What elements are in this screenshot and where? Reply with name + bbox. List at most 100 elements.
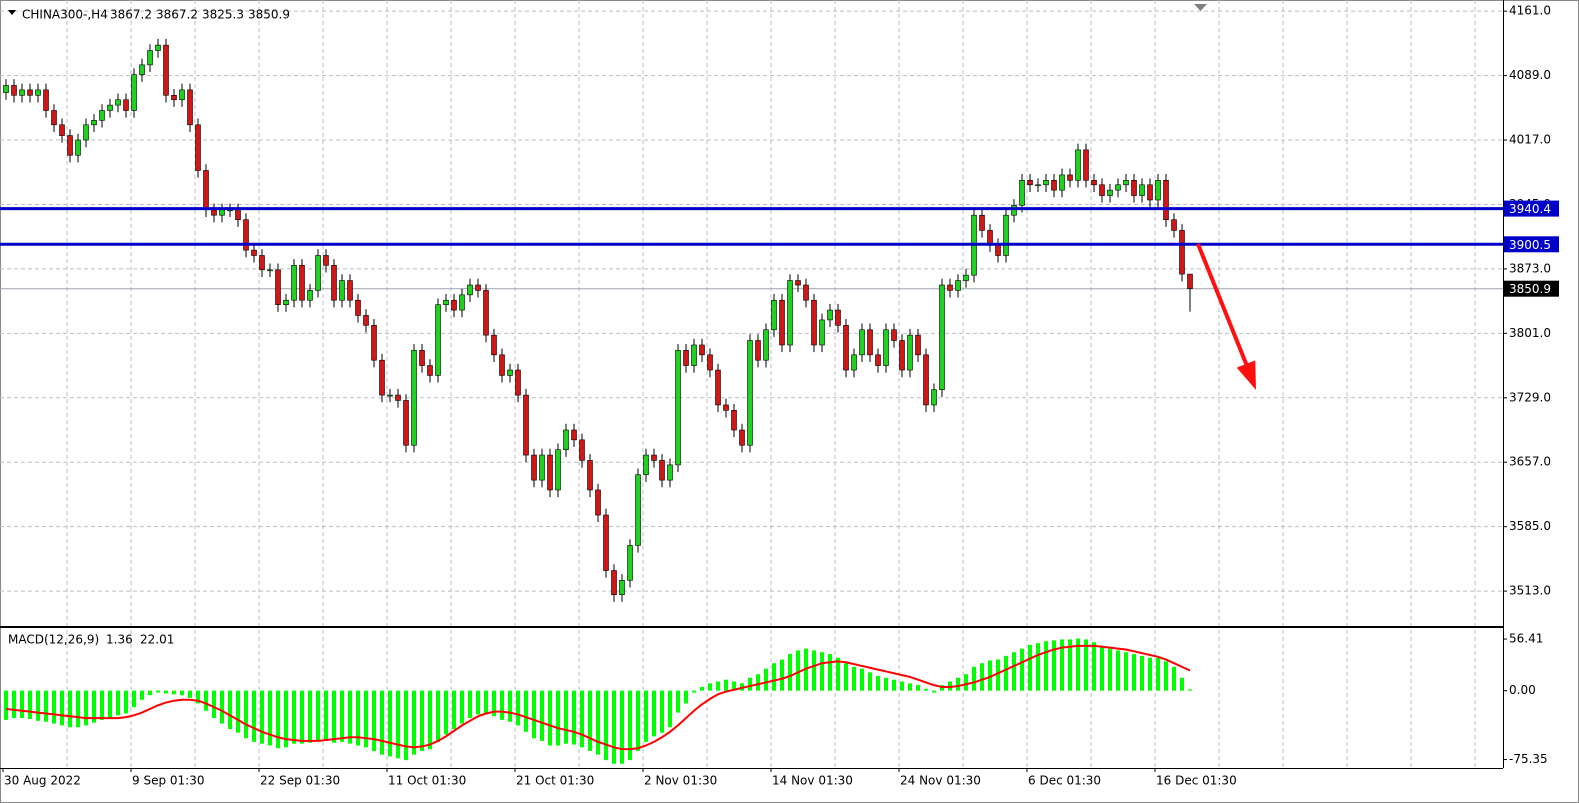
macd-bar bbox=[412, 690, 416, 755]
macd-bar bbox=[236, 690, 240, 733]
candle-body bbox=[1147, 184, 1153, 201]
macd-bar bbox=[100, 690, 104, 720]
candle-body bbox=[115, 99, 121, 106]
candle-body bbox=[995, 244, 1001, 256]
macd-bar bbox=[724, 679, 728, 691]
candle-body bbox=[203, 170, 209, 211]
macd-bar bbox=[716, 681, 720, 691]
candle-body bbox=[291, 265, 297, 301]
candle-body bbox=[595, 489, 601, 516]
candle-body bbox=[667, 464, 673, 481]
candle-body bbox=[283, 299, 289, 306]
macd-bar bbox=[812, 650, 816, 691]
macd-bar bbox=[1132, 654, 1136, 691]
macd-bar bbox=[1148, 657, 1152, 691]
candle-body bbox=[147, 50, 153, 66]
candle-body bbox=[195, 124, 201, 171]
candle-body bbox=[867, 329, 873, 356]
overlay-layer: 4161.04089.04017.03945.03873.03801.03729… bbox=[2, 4, 1559, 788]
candle-body bbox=[923, 354, 929, 406]
x-tick-label: 2 Nov 01:30 bbox=[644, 774, 717, 788]
candle-body bbox=[123, 99, 129, 111]
macd-bar bbox=[1156, 657, 1160, 691]
candle-body bbox=[931, 389, 937, 406]
macd-bar bbox=[348, 690, 352, 744]
candle-body bbox=[323, 255, 329, 266]
candle-body bbox=[275, 269, 281, 306]
macd-bar bbox=[44, 690, 48, 722]
candle-body bbox=[411, 350, 417, 446]
macd-bar bbox=[524, 690, 528, 732]
macd-bar bbox=[1100, 645, 1104, 691]
macd-bar bbox=[1028, 644, 1032, 691]
candle-body bbox=[795, 280, 801, 286]
candle-body bbox=[707, 354, 713, 371]
candle-body bbox=[51, 110, 57, 126]
macd-bar bbox=[636, 690, 640, 751]
candle-body bbox=[1027, 180, 1033, 186]
candle-body bbox=[379, 359, 385, 396]
macd-bar bbox=[324, 690, 328, 741]
macd-signal-value: 22.01 bbox=[140, 633, 174, 647]
menu-triangle[interactable] bbox=[8, 10, 16, 15]
macd-bar bbox=[84, 690, 88, 726]
macd-bar bbox=[364, 690, 368, 748]
candle-body bbox=[467, 284, 473, 296]
candle-body bbox=[763, 329, 769, 361]
candle-body bbox=[75, 139, 81, 156]
candle-body bbox=[755, 340, 761, 361]
macd-bar bbox=[556, 690, 560, 746]
macd-bar bbox=[60, 690, 64, 726]
macd-bar bbox=[532, 690, 536, 739]
candle-body bbox=[635, 474, 641, 546]
macd-bar bbox=[1108, 648, 1112, 691]
level-label: 3940.4 bbox=[1509, 202, 1551, 216]
candle-body bbox=[187, 89, 193, 126]
candle-body bbox=[307, 290, 313, 301]
macd-bar bbox=[460, 690, 464, 724]
macd-bar bbox=[228, 690, 232, 730]
y-tick-label: 3801.0 bbox=[1509, 326, 1551, 340]
candle-body bbox=[211, 209, 217, 216]
candle-body bbox=[587, 460, 593, 491]
macd-bar bbox=[1164, 661, 1168, 691]
macd-bar bbox=[916, 685, 920, 691]
candle-body bbox=[851, 354, 857, 371]
candle-body bbox=[267, 269, 273, 272]
candle-body bbox=[803, 284, 809, 301]
macd-bar bbox=[28, 690, 32, 719]
macd-bar bbox=[988, 660, 992, 691]
candle-body bbox=[403, 400, 409, 446]
candle-body bbox=[235, 209, 241, 220]
macd-bar bbox=[1124, 652, 1128, 691]
symbol: CHINA300-,H4 bbox=[22, 8, 108, 22]
y-tick-label: 4017.0 bbox=[1509, 133, 1551, 147]
macd-bar bbox=[252, 690, 256, 742]
candle-body bbox=[1163, 180, 1169, 220]
macd-bar bbox=[1004, 655, 1008, 691]
x-tick-label: 11 Oct 01:30 bbox=[388, 774, 466, 788]
candle-body bbox=[1075, 149, 1081, 181]
candle-body bbox=[1107, 189, 1113, 196]
macd-bar bbox=[508, 690, 512, 722]
macd-bar bbox=[748, 677, 752, 691]
y-tick-label: 3873.0 bbox=[1509, 261, 1551, 275]
macd-bar bbox=[996, 659, 1000, 691]
candle-body bbox=[251, 249, 257, 256]
shift-marker bbox=[1194, 4, 1207, 11]
candle-body bbox=[155, 44, 161, 51]
macd-bar bbox=[604, 690, 608, 761]
candle-body bbox=[547, 454, 553, 491]
x-tick-label: 9 Sep 01:30 bbox=[132, 774, 204, 788]
macd-bar bbox=[1092, 642, 1096, 691]
macd-bar bbox=[12, 690, 16, 719]
macd-bar bbox=[852, 666, 856, 691]
candle-body bbox=[179, 89, 185, 101]
candle-body bbox=[347, 280, 353, 301]
macd-bar bbox=[156, 690, 160, 693]
macd-bar bbox=[564, 690, 568, 744]
candle-body bbox=[731, 410, 737, 431]
level-label: 3900.5 bbox=[1509, 238, 1551, 252]
macd-bar bbox=[428, 690, 432, 750]
